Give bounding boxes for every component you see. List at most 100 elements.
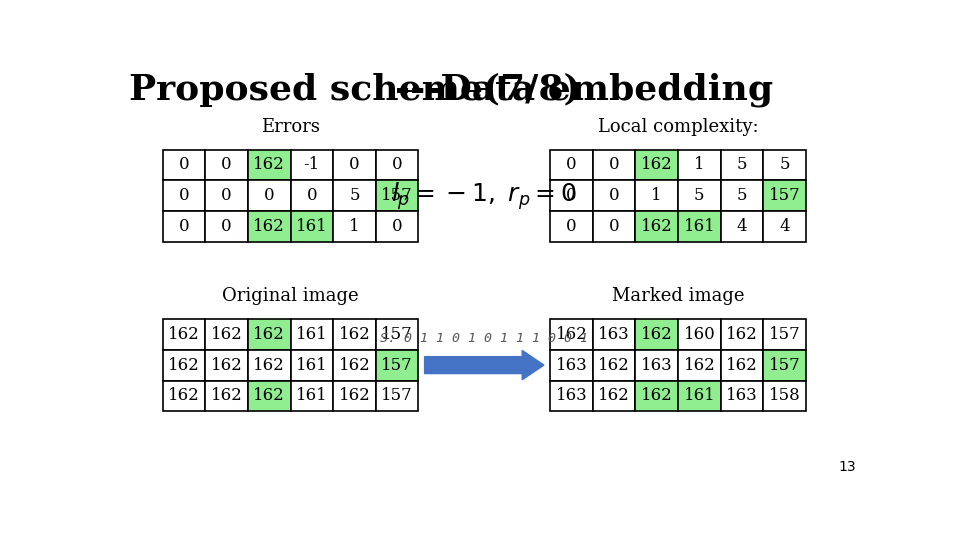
Bar <box>333 211 375 242</box>
Text: 0: 0 <box>264 187 275 204</box>
Bar <box>291 381 333 411</box>
Bar <box>375 150 419 180</box>
Bar <box>162 381 205 411</box>
Text: 162: 162 <box>210 356 243 374</box>
Bar <box>636 211 678 242</box>
Bar <box>550 150 592 180</box>
Text: 157: 157 <box>769 356 801 374</box>
Bar <box>375 211 419 242</box>
Bar <box>291 180 333 211</box>
Bar <box>205 180 248 211</box>
Bar <box>678 180 721 211</box>
Text: 1: 1 <box>349 218 360 235</box>
Bar <box>550 350 592 381</box>
Bar <box>763 180 805 211</box>
Bar <box>592 381 636 411</box>
Text: 162: 162 <box>339 326 371 343</box>
Text: 162: 162 <box>253 387 285 404</box>
Text: 157: 157 <box>381 187 413 204</box>
Bar <box>162 319 205 350</box>
Bar <box>248 350 291 381</box>
Bar <box>333 381 375 411</box>
Bar <box>763 211 805 242</box>
Bar <box>333 180 375 211</box>
Bar <box>162 350 205 381</box>
Bar <box>678 150 721 180</box>
Text: 162: 162 <box>253 157 285 173</box>
Text: 0: 0 <box>179 187 189 204</box>
Text: 162: 162 <box>598 387 630 404</box>
Text: Errors: Errors <box>261 118 320 136</box>
Text: -1: -1 <box>303 157 320 173</box>
Text: ---Data embedding: ---Data embedding <box>396 72 773 107</box>
Text: 5: 5 <box>349 187 360 204</box>
Text: 162: 162 <box>598 356 630 374</box>
Bar <box>678 350 721 381</box>
Text: 158: 158 <box>769 387 801 404</box>
Text: 13: 13 <box>839 461 856 475</box>
Bar <box>550 211 592 242</box>
Text: 162: 162 <box>253 326 285 343</box>
Text: 5: 5 <box>780 157 790 173</box>
Text: 162: 162 <box>253 356 285 374</box>
Bar <box>333 350 375 381</box>
Bar <box>636 150 678 180</box>
Bar <box>550 180 592 211</box>
Text: $l_p = -1,\ r_p = 0$: $l_p = -1,\ r_p = 0$ <box>392 180 577 212</box>
Text: 157: 157 <box>769 187 801 204</box>
Text: 5: 5 <box>694 187 705 204</box>
Text: 162: 162 <box>684 356 715 374</box>
Bar <box>763 381 805 411</box>
Text: 162: 162 <box>641 326 673 343</box>
Text: 162: 162 <box>556 326 588 343</box>
FancyArrow shape <box>424 350 544 380</box>
Bar <box>375 319 419 350</box>
Text: 163: 163 <box>556 387 588 404</box>
Text: 1: 1 <box>652 187 662 204</box>
Bar <box>721 319 763 350</box>
Bar <box>592 180 636 211</box>
Text: 161: 161 <box>296 218 327 235</box>
Text: Proposed scheme(7/8): Proposed scheme(7/8) <box>130 72 581 106</box>
Text: 4: 4 <box>736 218 747 235</box>
Bar <box>636 381 678 411</box>
Text: 162: 162 <box>168 326 200 343</box>
Text: 162: 162 <box>641 218 673 235</box>
Text: 161: 161 <box>296 356 327 374</box>
Bar <box>550 319 592 350</box>
Bar <box>678 319 721 350</box>
Bar <box>248 319 291 350</box>
Text: 162: 162 <box>641 157 673 173</box>
Text: 162: 162 <box>726 326 757 343</box>
Text: 161: 161 <box>684 387 715 404</box>
Bar <box>291 350 333 381</box>
Text: 163: 163 <box>556 356 588 374</box>
Bar <box>248 381 291 411</box>
Text: 0: 0 <box>221 218 232 235</box>
Bar <box>678 381 721 411</box>
Text: 1: 1 <box>694 157 705 173</box>
Bar <box>678 211 721 242</box>
Bar <box>375 381 419 411</box>
Text: 0: 0 <box>566 187 577 204</box>
Bar <box>721 150 763 180</box>
Bar <box>636 350 678 381</box>
Bar <box>248 180 291 211</box>
Bar <box>592 350 636 381</box>
Text: 0: 0 <box>221 187 232 204</box>
Bar <box>291 211 333 242</box>
Text: 162: 162 <box>339 387 371 404</box>
Text: 163: 163 <box>726 387 757 404</box>
Bar <box>721 211 763 242</box>
Text: 0: 0 <box>392 157 402 173</box>
Text: 0: 0 <box>566 157 577 173</box>
Text: 161: 161 <box>684 218 715 235</box>
Text: 0: 0 <box>306 187 317 204</box>
Text: 0: 0 <box>349 157 360 173</box>
Bar <box>763 350 805 381</box>
Bar <box>333 150 375 180</box>
Bar <box>248 150 291 180</box>
Text: 162: 162 <box>641 387 673 404</box>
Text: 161: 161 <box>296 326 327 343</box>
Text: 162: 162 <box>210 387 243 404</box>
